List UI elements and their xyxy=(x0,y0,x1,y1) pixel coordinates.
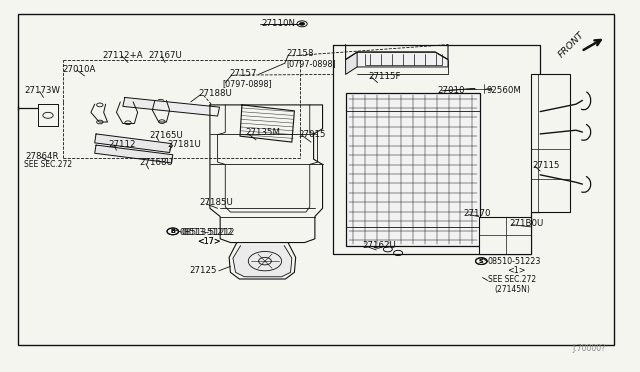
Polygon shape xyxy=(116,102,138,124)
Text: 27185U: 27185U xyxy=(200,198,234,207)
Text: 08510-51223: 08510-51223 xyxy=(488,257,541,266)
Text: 27112+A: 27112+A xyxy=(102,51,143,60)
Bar xyxy=(346,93,480,246)
Text: 27125: 27125 xyxy=(189,266,217,275)
Circle shape xyxy=(300,22,305,25)
Text: SEE SEC.272: SEE SEC.272 xyxy=(488,275,536,284)
Text: 27015: 27015 xyxy=(298,130,326,139)
Polygon shape xyxy=(95,145,173,163)
Text: 27115: 27115 xyxy=(532,161,560,170)
Polygon shape xyxy=(95,134,172,153)
Polygon shape xyxy=(346,45,448,60)
Text: [0797-0898]: [0797-0898] xyxy=(223,79,273,88)
Polygon shape xyxy=(91,104,108,122)
Polygon shape xyxy=(229,243,296,279)
Text: 27110N: 27110N xyxy=(261,19,295,28)
Text: 27165U: 27165U xyxy=(150,131,184,140)
Text: 27168U: 27168U xyxy=(140,158,173,167)
Text: 27112: 27112 xyxy=(109,140,136,149)
Text: B: B xyxy=(170,229,175,234)
Text: <17>: <17> xyxy=(197,237,221,246)
Text: 27162U: 27162U xyxy=(362,241,396,250)
Polygon shape xyxy=(346,52,357,74)
Text: 27135M: 27135M xyxy=(245,128,280,137)
Text: 27115F: 27115F xyxy=(368,72,401,81)
Text: <17>: <17> xyxy=(197,237,221,246)
Polygon shape xyxy=(38,104,58,126)
Text: <1>: <1> xyxy=(507,266,525,275)
Text: FRONT: FRONT xyxy=(557,30,586,59)
Text: (27145N): (27145N) xyxy=(494,285,530,294)
Text: SEE SEC.272: SEE SEC.272 xyxy=(24,160,72,169)
Text: 27010A: 27010A xyxy=(63,65,96,74)
Text: [0797-0898]: [0797-0898] xyxy=(287,60,337,68)
Text: 08513-51212: 08513-51212 xyxy=(179,228,232,237)
Bar xyxy=(18,14,614,345)
Text: 27181U: 27181U xyxy=(168,140,202,149)
Polygon shape xyxy=(240,105,294,142)
Polygon shape xyxy=(152,100,170,122)
Polygon shape xyxy=(233,246,292,277)
Text: S: S xyxy=(479,259,484,264)
Text: 27864R: 27864R xyxy=(26,152,59,161)
Bar xyxy=(479,217,531,254)
Text: 27173W: 27173W xyxy=(24,86,60,95)
Text: 27188U: 27188U xyxy=(198,89,232,98)
Text: J:70000?: J:70000? xyxy=(572,344,605,353)
Polygon shape xyxy=(210,105,323,243)
Text: 27167U: 27167U xyxy=(148,51,182,60)
Bar xyxy=(531,74,570,212)
Text: 27010: 27010 xyxy=(438,86,465,94)
Text: B: B xyxy=(170,229,175,234)
Text: 27170: 27170 xyxy=(463,209,491,218)
Polygon shape xyxy=(333,45,540,254)
Text: 92560M: 92560M xyxy=(486,86,521,94)
Polygon shape xyxy=(218,105,317,212)
Polygon shape xyxy=(357,52,448,67)
Text: S: S xyxy=(479,259,484,264)
Text: 27158: 27158 xyxy=(287,49,314,58)
Text: 08513-51212: 08513-51212 xyxy=(182,228,235,237)
Text: 271B0U: 271B0U xyxy=(509,219,544,228)
Polygon shape xyxy=(123,97,220,116)
Text: 27157: 27157 xyxy=(229,69,257,78)
